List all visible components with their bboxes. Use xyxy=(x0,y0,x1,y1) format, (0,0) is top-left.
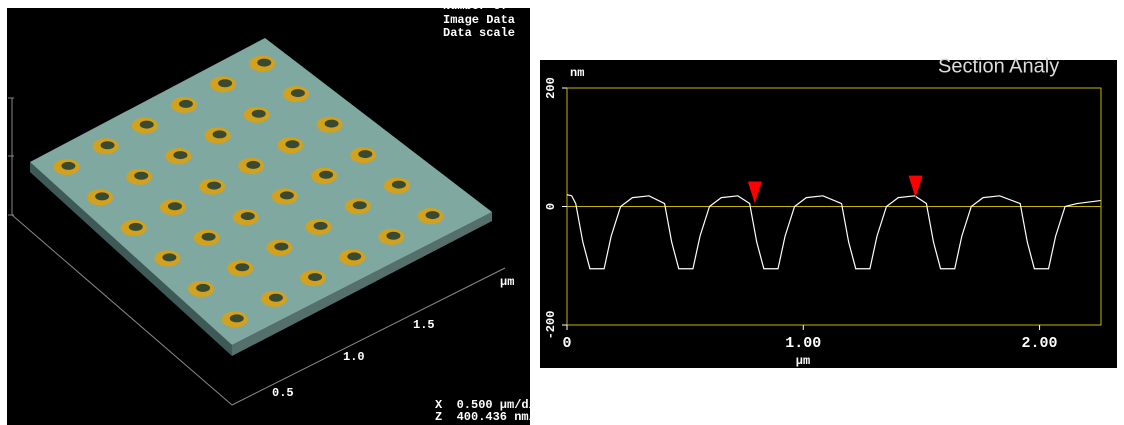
pit-hole xyxy=(196,284,210,292)
pit-hole xyxy=(246,161,260,169)
pit-hole xyxy=(140,121,154,129)
section-panel xyxy=(540,60,1117,368)
pit-hole xyxy=(173,151,187,159)
x-tick-label: 2.00 xyxy=(1022,335,1058,352)
pit-hole xyxy=(235,263,249,271)
y-tick-label: 0 xyxy=(544,203,558,210)
pit-hole xyxy=(319,171,333,179)
pit-hole xyxy=(274,243,288,251)
pit-hole xyxy=(347,252,361,260)
pit-hole xyxy=(285,140,299,148)
pit-hole xyxy=(386,232,400,240)
pit-hole xyxy=(230,314,244,322)
pit-hole xyxy=(202,233,216,241)
axis-tick-label: 1.5 xyxy=(413,318,435,332)
pit-hole xyxy=(241,212,255,220)
pit-hole xyxy=(358,150,372,158)
y-axis-label: nm xyxy=(570,66,584,80)
pit-hole xyxy=(168,202,182,210)
pit-hole xyxy=(179,100,193,108)
pit-hole xyxy=(325,120,339,128)
pit-hole xyxy=(353,201,367,209)
y-tick-label: 200 xyxy=(544,77,558,99)
pit-hole xyxy=(61,162,75,170)
y-tick-label: -200 xyxy=(544,311,558,340)
pit-hole xyxy=(314,222,328,230)
pit-hole xyxy=(280,191,294,199)
x-axis-label: μm xyxy=(796,354,810,368)
axis-tick-label: 0.5 xyxy=(272,386,294,400)
page: Number of Image Data Data scale μm 1.5 1… xyxy=(0,0,1124,425)
pit-hole xyxy=(291,89,305,97)
pit-hole xyxy=(95,192,109,200)
info-line: Number of xyxy=(443,0,508,13)
info-line: Image Data xyxy=(443,13,515,27)
pit-hole xyxy=(213,130,227,138)
pit-hole xyxy=(134,172,148,180)
info-line: Data scale xyxy=(443,26,515,40)
x-tick-label: 1.00 xyxy=(785,335,821,352)
chart-title: Section Analy xyxy=(938,55,1059,77)
pit-hole xyxy=(269,294,283,302)
axis-tick-label: 1.0 xyxy=(343,350,365,364)
screen: Number of Image Data Data scale μm 1.5 1… xyxy=(0,0,1124,425)
scale-line: Z 400.436 nm/ xyxy=(435,410,536,424)
pit-hole xyxy=(257,59,271,67)
x-tick-label: 0 xyxy=(562,335,571,352)
pit-hole xyxy=(426,211,440,219)
axis-unit: μm xyxy=(500,275,514,289)
pit-hole xyxy=(392,181,406,189)
pit-hole xyxy=(308,273,322,281)
pit-hole xyxy=(129,223,143,231)
pit-hole xyxy=(218,79,232,87)
pit-hole xyxy=(207,182,221,190)
pit-hole xyxy=(252,110,266,118)
pit-hole xyxy=(101,141,115,149)
pit-hole xyxy=(162,253,176,261)
